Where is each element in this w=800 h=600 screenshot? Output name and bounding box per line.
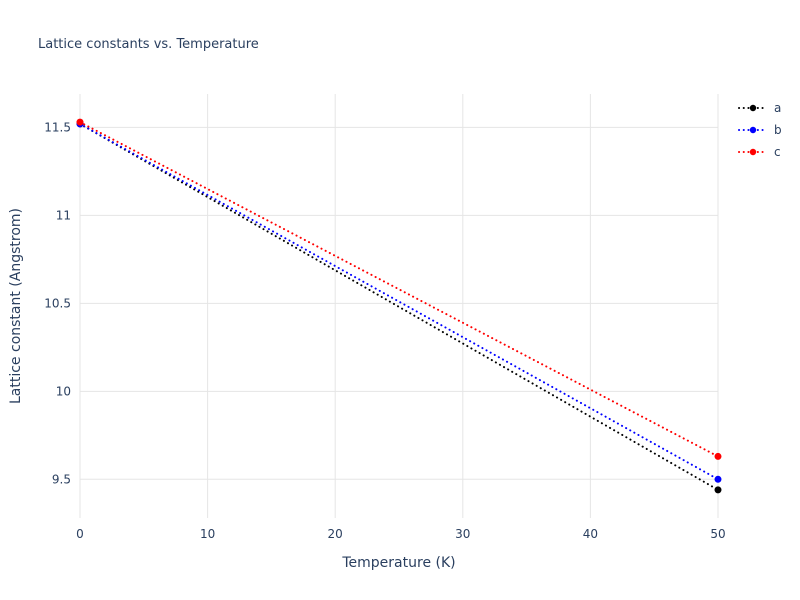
series-marker-b — [714, 475, 722, 483]
series-marker-c — [714, 452, 722, 460]
x-tick-label: 0 — [76, 527, 84, 541]
legend-item-b[interactable]: b — [738, 122, 782, 137]
y-tick-label: 10.5 — [44, 296, 71, 310]
series-marker-a — [714, 486, 722, 494]
y-tick-label: 10 — [56, 384, 71, 398]
x-tick-label: 50 — [710, 527, 725, 541]
series-line-a — [79, 122, 719, 491]
legend-line-sample-a — [738, 104, 768, 111]
x-tick-label: 10 — [200, 527, 215, 541]
series-marker-c — [76, 118, 84, 126]
y-tick-label: 11.5 — [44, 120, 71, 134]
legend-line-sample-c — [738, 148, 768, 155]
x-axis-label: Temperature (K) — [342, 555, 456, 571]
x-tick-label: 30 — [455, 527, 470, 541]
legend-line-sample-b — [738, 126, 768, 133]
legend-item-label: b — [774, 122, 782, 137]
y-tick-label: 11 — [56, 208, 71, 222]
chart-title: Lattice constants vs. Temperature — [38, 37, 259, 52]
x-tick-label: 20 — [328, 527, 343, 541]
y-tick-label: 9.5 — [52, 472, 71, 486]
legend-item-a[interactable]: a — [738, 100, 782, 115]
legend-item-label: a — [774, 100, 782, 115]
y-axis-label: Lattice constant (Angstrom) — [8, 207, 24, 405]
series-line-b — [79, 122, 719, 481]
series-line-c — [79, 121, 719, 458]
legend-item-c[interactable]: c — [738, 144, 782, 159]
legend-item-label: c — [774, 144, 781, 159]
x-tick-label: 40 — [583, 527, 598, 541]
